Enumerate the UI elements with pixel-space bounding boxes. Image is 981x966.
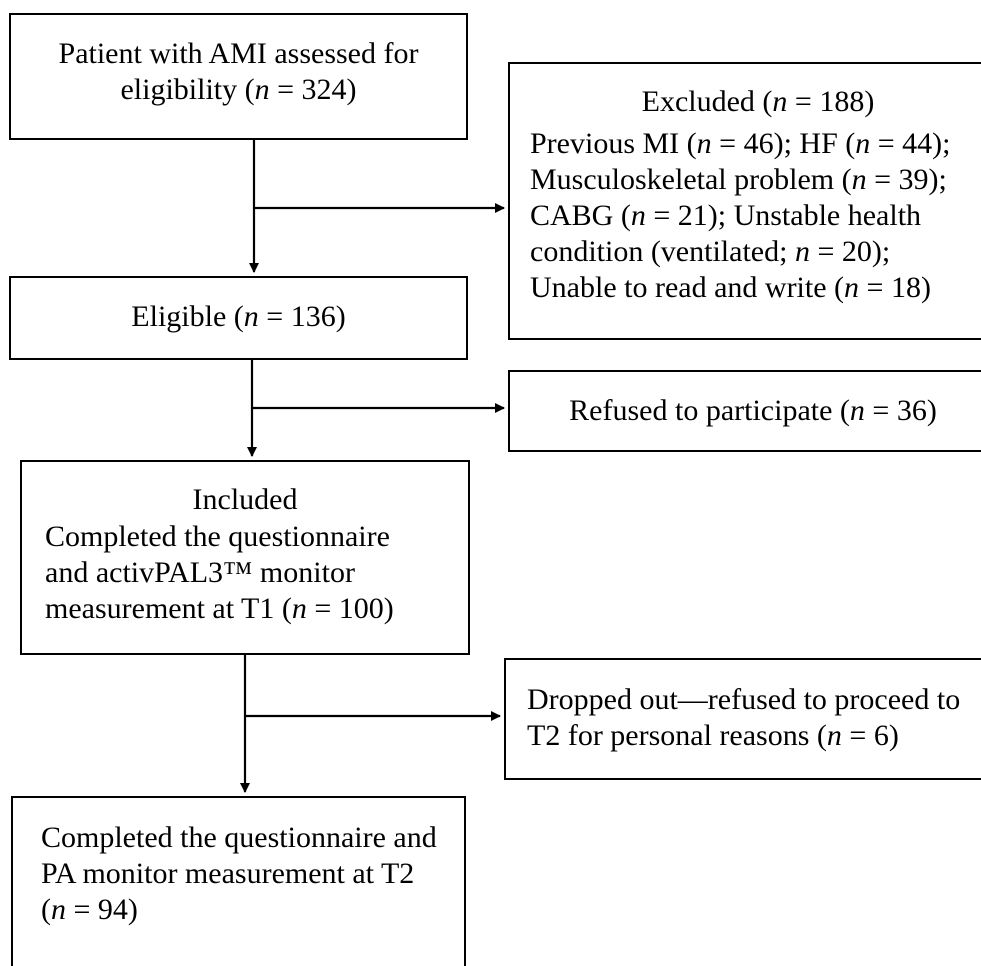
completed-box [11,796,466,966]
excluded-box [508,62,981,340]
eligible-box [9,276,468,360]
dropped-line2: T2 for personal reasons (n = 6) [527,719,899,752]
completed-line1: Completed the questionnaire and [41,821,437,854]
refused-text: Refused to participate (n = 36) [569,394,937,427]
excluded-reason-3: CABG (n = 21); Unstable health [530,199,922,232]
excluded-reason-5: Unable to read and write (n = 18) [530,271,931,304]
excluded-reason-1: Previous MI (n = 46); HF (n = 44); [530,127,951,160]
excluded-reasons: Previous MI (n = 46); HF (n = 44); Muscu… [530,126,951,306]
dropped-box [504,658,981,780]
assessed-line1: Patient with AMI assessed for [58,37,419,70]
excluded-reason-2: Musculoskeletal problem (n = 39); [530,163,947,196]
dropped-line1: Dropped out—refused to proceed to [527,683,961,716]
assessed-text: Patient with AMI assessed for eligibilit… [9,36,468,108]
refused-box [508,370,981,452]
included-line3: and activPAL3™ monitor [45,556,355,589]
included-line2: Completed the questionnaire [45,520,390,553]
completed-line3: (n = 94) [41,893,138,926]
completed-text: Completed the questionnaire and PA monit… [41,820,437,928]
included-text: Completed the questionnaire and activPAL… [45,519,394,627]
excluded-reason-4: condition (ventilated; n = 20); [530,235,891,268]
excluded-title: Excluded (n = 188) [641,85,875,118]
included-line4: measurement at T1 (n = 100) [45,592,394,625]
completed-line2: PA monitor measurement at T2 [41,857,415,890]
assessed-line2: eligibility (n = 324) [120,73,357,106]
included-title: Included [192,483,298,516]
dropped-text: Dropped out—refused to proceed to T2 for… [527,682,960,754]
eligible-text: Eligible (n = 136) [131,300,346,333]
included-box [20,460,470,655]
assessed-box [9,13,468,140]
